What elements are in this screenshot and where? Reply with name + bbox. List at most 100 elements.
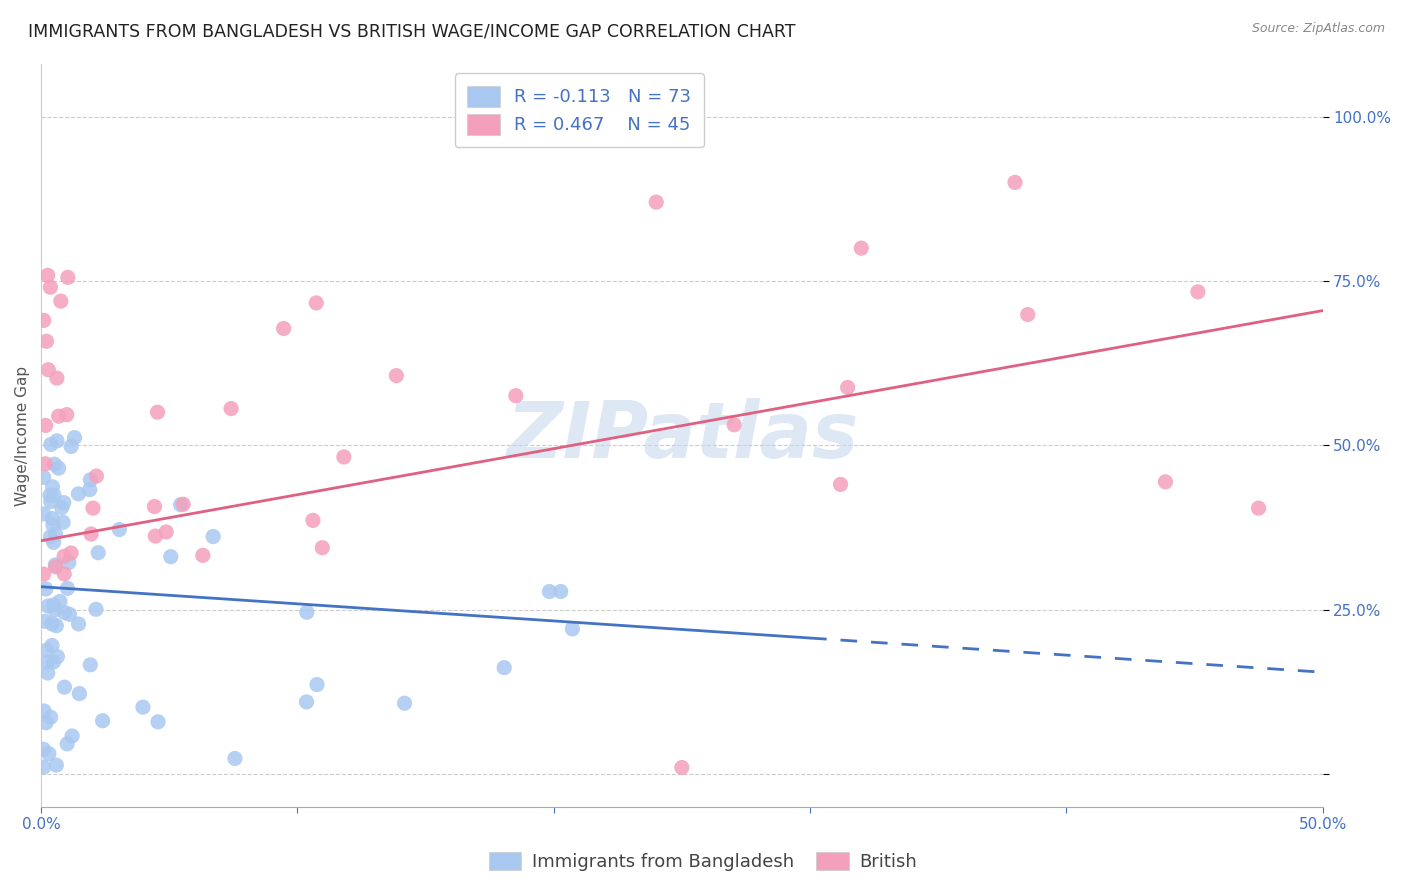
Point [32,567,55,582]
Point [46,649,69,664]
Point [37,655,59,669]
Point [34,418,56,433]
Point [60,729,83,743]
Point [837,380,859,394]
Point [63,431,86,445]
Point [191,549,214,563]
Point [385,368,408,383]
Point [143,529,166,543]
Point [45,618,67,632]
Point [38,747,60,761]
Point [56,737,79,751]
Point [42,518,65,533]
Point [87,546,110,560]
Point [224,751,246,765]
Point [44,527,66,541]
Point [86,469,108,483]
Point [273,321,295,335]
Point [394,696,416,710]
Point [35,715,58,730]
Point [32,507,55,521]
Legend: R = -0.113   N = 73, R = 0.467    N = 45: R = -0.113 N = 73, R = 0.467 N = 45 [454,73,704,147]
Point [32,313,55,327]
Point [67,617,90,632]
Point [60,546,83,560]
Point [42,488,65,502]
Point [37,268,59,283]
Point [32,760,55,774]
Point [42,655,65,669]
Point [143,500,166,514]
Point [58,607,80,622]
Point [44,558,66,572]
Point [53,680,76,694]
Point [80,527,103,541]
Point [1187,285,1209,299]
Point [39,488,62,502]
Point [39,494,62,508]
Point [56,582,79,596]
Point [108,523,131,537]
Point [56,270,79,285]
Point [494,660,516,674]
Point [44,457,66,471]
Point [53,566,76,581]
Point [305,296,328,310]
Point [46,434,69,448]
Point [60,440,83,454]
Point [44,603,66,617]
Point [67,687,90,701]
Point [52,495,75,509]
Point [49,594,72,608]
Point [35,334,58,349]
Point [35,643,58,657]
Point [84,602,107,616]
Point [851,241,873,255]
Point [53,549,76,564]
Legend: Immigrants from Bangladesh, British: Immigrants from Bangladesh, British [482,845,924,879]
Point [45,758,67,772]
Point [42,535,65,549]
Point [37,599,59,613]
Point [1154,475,1177,489]
Point [41,511,63,525]
Text: Source: ZipAtlas.com: Source: ZipAtlas.com [1251,22,1385,36]
Point [1017,308,1039,322]
Point [723,417,745,432]
Point [39,437,62,451]
Point [48,409,70,424]
Point [79,657,101,672]
Point [39,280,62,294]
Point [42,598,65,612]
Point [305,677,328,691]
Point [48,461,70,475]
Point [67,487,90,501]
Point [219,401,242,416]
Point [35,582,58,596]
Point [333,450,356,464]
Point [37,362,59,376]
Point [155,524,177,539]
Point [91,714,114,728]
Point [37,665,59,680]
Point [202,529,225,543]
Point [172,497,194,511]
Point [32,742,55,756]
Point [41,480,63,494]
Point [45,371,67,385]
Point [52,516,75,530]
Point [32,470,55,484]
Point [302,513,325,527]
Point [146,405,169,419]
Point [55,408,77,422]
Point [671,760,693,774]
Point [82,501,104,516]
Point [169,498,191,512]
Point [295,605,318,619]
Text: ZIPatlas: ZIPatlas [506,398,858,474]
Point [311,541,333,555]
Point [505,389,527,403]
Point [830,477,852,491]
Point [58,556,80,570]
Y-axis label: Wage/Income Gap: Wage/Income Gap [15,366,30,506]
